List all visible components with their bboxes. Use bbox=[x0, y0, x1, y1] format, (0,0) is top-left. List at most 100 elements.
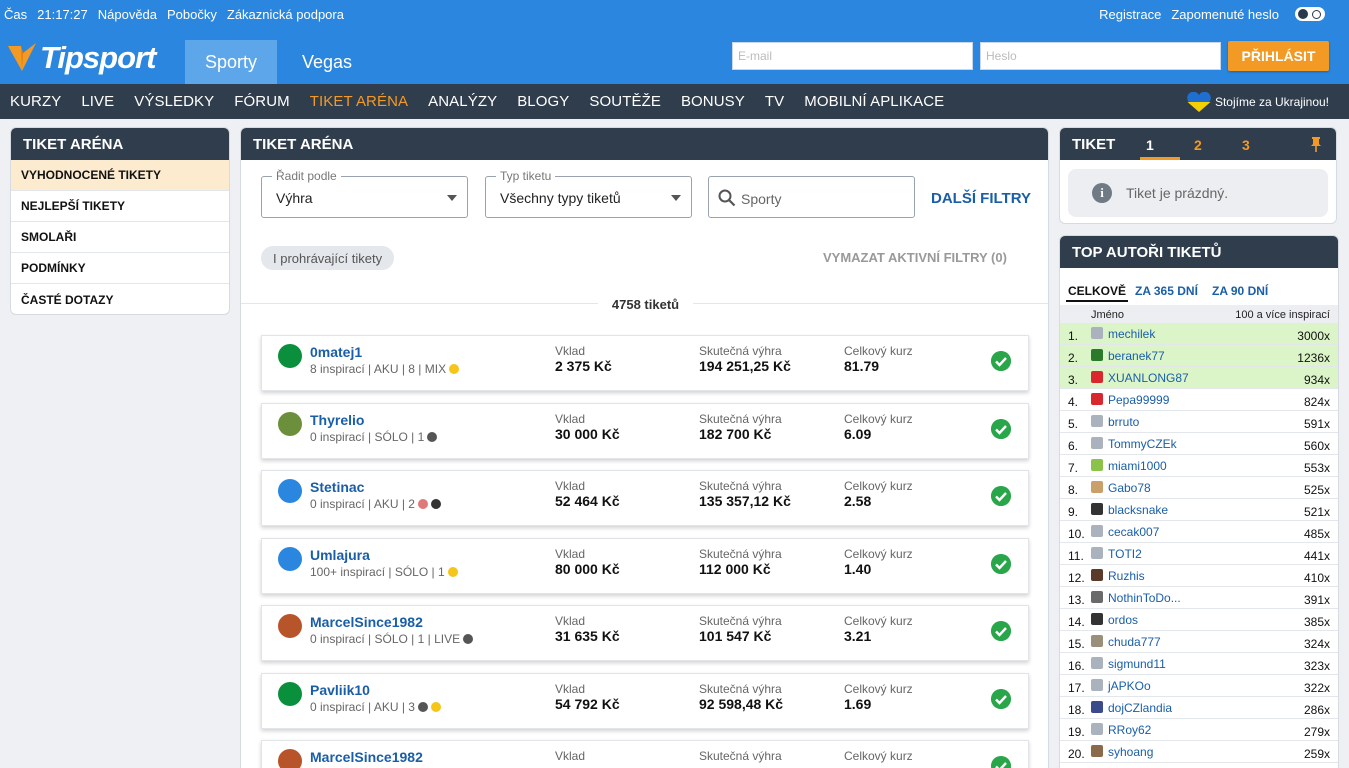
ticket-tab-3[interactable]: 3 bbox=[1242, 137, 1250, 153]
ticket-type-select[interactable]: Typ tiketu Všechny typy tiketů bbox=[485, 169, 692, 218]
avatar[interactable] bbox=[278, 479, 302, 503]
ticket-author[interactable]: MarcelSince1982 bbox=[310, 749, 423, 765]
author-name[interactable]: RRoy62 bbox=[1108, 723, 1152, 737]
author-name[interactable]: sigmund11 bbox=[1108, 657, 1166, 671]
help-link[interactable]: Nápověda bbox=[97, 6, 158, 22]
author-name[interactable]: TOTI2 bbox=[1108, 547, 1142, 561]
author-name[interactable]: XUANLONG87 bbox=[1108, 371, 1189, 385]
author-row[interactable]: 7. miami1000 553x bbox=[1060, 455, 1338, 477]
avatar[interactable] bbox=[278, 681, 302, 706]
ticket-card[interactable]: Thyrelio 0 inspirací | SÓLO | 1 Vklad 30 00… bbox=[261, 402, 1029, 459]
author-name[interactable]: miami1000 bbox=[1108, 459, 1167, 473]
avatar[interactable] bbox=[278, 411, 302, 436]
author-name[interactable]: NothinToDo... bbox=[1108, 591, 1181, 605]
author-name[interactable]: ordos bbox=[1108, 613, 1139, 627]
author-name[interactable]: blacksnake bbox=[1108, 503, 1169, 517]
nav-kurzy[interactable]: KURZY bbox=[10, 93, 62, 110]
ticket-author[interactable]: Pavliik10 bbox=[310, 681, 370, 698]
ticket-author[interactable]: Umlajura bbox=[310, 546, 370, 563]
nav-vysledky[interactable]: VÝSLEDKY bbox=[134, 93, 215, 110]
avatar[interactable] bbox=[278, 749, 302, 768]
tab-365-days[interactable]: ZA 365 DNÍ bbox=[1135, 284, 1198, 298]
author-name[interactable]: dojCZlandia bbox=[1108, 701, 1173, 715]
nav-live[interactable]: LIVE bbox=[81, 93, 115, 110]
menu-unlucky[interactable]: SMOLAŘI bbox=[11, 222, 229, 253]
author-row[interactable]: 8. Gabo78 525x bbox=[1060, 477, 1338, 499]
nav-forum[interactable]: FÓRUM bbox=[234, 93, 290, 110]
author-name[interactable]: Pepa99999 bbox=[1108, 393, 1170, 407]
menu-conditions[interactable]: PODMÍNKY bbox=[11, 253, 229, 284]
ticket-tab-2[interactable]: 2 bbox=[1194, 137, 1202, 153]
author-name[interactable]: jAPKOo bbox=[1108, 679, 1151, 693]
menu-best-tickets[interactable]: NEJLEPŠÍ TIKETY bbox=[11, 191, 229, 222]
clear-filters-button[interactable]: VYMAZAT AKTIVNÍ FILTRY (0) bbox=[823, 250, 1007, 265]
ticket-author[interactable]: MarcelSince1982 bbox=[310, 614, 423, 630]
author-row[interactable]: 14. ordos 385x bbox=[1060, 609, 1338, 631]
theme-toggle[interactable] bbox=[1295, 7, 1325, 21]
avatar[interactable] bbox=[278, 614, 302, 638]
nav-tv[interactable]: TV bbox=[764, 93, 785, 110]
ticket-author[interactable]: 0matej1 bbox=[310, 344, 363, 360]
ticket-tab-1[interactable]: 1 bbox=[1146, 137, 1154, 153]
register-link[interactable]: Registrace bbox=[1099, 6, 1162, 22]
author-name[interactable]: brruto bbox=[1108, 415, 1140, 429]
ticket-card[interactable]: MarcelSince1982 Vklad Skutečná výhra Celkov… bbox=[261, 740, 1029, 768]
author-name[interactable]: chuda777 bbox=[1108, 635, 1161, 649]
ticket-card[interactable]: Umlajura 100+ inspirací | SÓLO | 1 Vklad 80… bbox=[261, 537, 1029, 594]
losing-tickets-chip[interactable]: I prohrávající tikety bbox=[261, 246, 395, 270]
tab-vegas[interactable]: Vegas bbox=[301, 51, 353, 72]
author-row[interactable]: 9. blacksnake 521x bbox=[1060, 499, 1338, 521]
nav-analyzy[interactable]: ANALÝZY bbox=[428, 93, 498, 110]
email-input[interactable]: E-mail bbox=[732, 42, 973, 70]
author-row[interactable]: 17. jAPKOo 322x bbox=[1060, 675, 1338, 697]
author-name[interactable]: Gabo78 bbox=[1108, 481, 1151, 495]
tipsport-logo[interactable]: Tipsport bbox=[8, 40, 156, 76]
nav-souteze[interactable]: SOUTĚŽE bbox=[589, 93, 661, 110]
password-input[interactable]: Heslo bbox=[980, 42, 1221, 70]
ticket-author[interactable]: Thyrelio bbox=[310, 411, 365, 428]
sports-search-input[interactable]: Sporty bbox=[708, 176, 915, 218]
more-filters-button[interactable]: DALŠÍ FILTRY bbox=[931, 190, 1031, 207]
ukraine-support-link[interactable]: Stojíme za Ukrajinou! bbox=[1187, 92, 1329, 112]
ticket-card[interactable]: Stetinac 0 inspirací | AKU | 2 Vklad 52 464… bbox=[261, 470, 1029, 526]
author-row[interactable]: 19. RRoy62 279x bbox=[1060, 719, 1338, 741]
author-name[interactable]: beranek77 bbox=[1108, 349, 1165, 363]
ticket-card[interactable]: MarcelSince1982 0 inspirací | SÓLO | 1 | … bbox=[261, 605, 1029, 661]
nav-mobile-app[interactable]: MOBILNÍ APLIKACE bbox=[804, 93, 945, 110]
nav-blogy[interactable]: BLOGY bbox=[517, 93, 570, 110]
author-row[interactable]: 6. TommyCZEk 560x bbox=[1060, 433, 1338, 455]
ticket-author[interactable]: Stetinac bbox=[310, 479, 365, 495]
author-name[interactable]: TommyCZEk bbox=[1108, 437, 1177, 451]
author-row[interactable]: 16. sigmund11 323x bbox=[1060, 653, 1338, 675]
author-name[interactable]: Ruzhis bbox=[1108, 569, 1145, 583]
author-row[interactable]: 4. Pepa99999 824x bbox=[1060, 389, 1338, 411]
author-name[interactable]: mechilek bbox=[1108, 327, 1156, 341]
author-row[interactable]: 1. mechilek 3000x bbox=[1060, 323, 1338, 345]
author-row[interactable]: 10. cecak007 485x bbox=[1060, 521, 1338, 543]
author-row[interactable]: 15. chuda777 324x bbox=[1060, 631, 1338, 653]
branches-link[interactable]: Pobočky bbox=[167, 6, 217, 22]
sort-select[interactable]: Řadit podle Výhra bbox=[261, 169, 468, 218]
pin-icon[interactable] bbox=[1310, 137, 1322, 153]
author-name[interactable]: syhoang bbox=[1108, 745, 1154, 759]
nav-tiket-arena[interactable]: TIKET ARÉNA bbox=[309, 93, 409, 110]
author-row[interactable]: 12. Ruzhis 410x bbox=[1060, 565, 1338, 587]
support-link[interactable]: Zákaznická podpora bbox=[226, 6, 344, 22]
author-row[interactable]: 11. TOTI2 441x bbox=[1060, 543, 1338, 565]
tab-sports[interactable]: Sporty bbox=[185, 40, 277, 84]
ticket-card[interactable]: 0matej1 8 inspirací | AKU | 8 | MIX Vklad 2… bbox=[261, 335, 1029, 391]
nav-bonusy[interactable]: BONUSY bbox=[680, 93, 745, 110]
avatar[interactable] bbox=[278, 546, 302, 571]
menu-faq[interactable]: ČASTÉ DOTAZY bbox=[21, 292, 114, 307]
tab-overall[interactable]: CELKOVĚ bbox=[1065, 284, 1129, 302]
login-button[interactable]: PŘIHLÁSIT bbox=[1228, 41, 1329, 71]
author-row[interactable]: 5. brruto 591x bbox=[1060, 411, 1338, 433]
author-row[interactable]: 3. XUANLONG87 934x bbox=[1060, 367, 1338, 389]
author-row[interactable]: 20. syhoang 259x bbox=[1060, 741, 1338, 763]
tab-90-days[interactable]: ZA 90 DNÍ bbox=[1212, 284, 1269, 298]
menu-evaluated-tickets[interactable]: VYHODNOCENÉ TIKETY bbox=[11, 160, 229, 191]
author-name[interactable]: cecak007 bbox=[1108, 525, 1160, 539]
avatar[interactable] bbox=[278, 344, 302, 368]
author-row[interactable]: 13. NothinToDo... 391x bbox=[1060, 587, 1338, 609]
forgot-password-link[interactable]: Zapomenuté heslo bbox=[1171, 6, 1279, 22]
